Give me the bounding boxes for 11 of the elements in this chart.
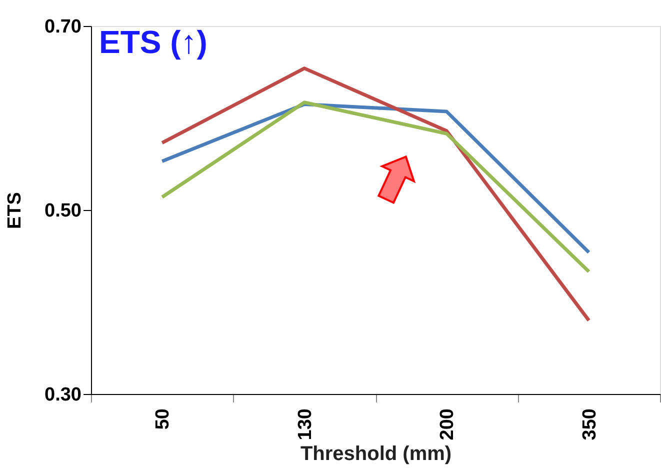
x-axis-title: Threshold (mm) xyxy=(300,443,452,466)
x-tick-label: 350 xyxy=(579,408,600,440)
y-axis-title: ETS xyxy=(4,192,26,229)
line-series xyxy=(160,66,591,322)
chart-title: ETS (↑) xyxy=(99,24,208,60)
y-tick-label: 0.30 xyxy=(44,384,82,406)
x-tick-label: 130 xyxy=(294,408,316,440)
x-tick-label: 200 xyxy=(437,408,458,440)
x-tick-label: 50 xyxy=(152,408,174,430)
y-tick-label: 0.50 xyxy=(44,200,82,222)
y-tick-label: 0.70 xyxy=(44,16,82,38)
